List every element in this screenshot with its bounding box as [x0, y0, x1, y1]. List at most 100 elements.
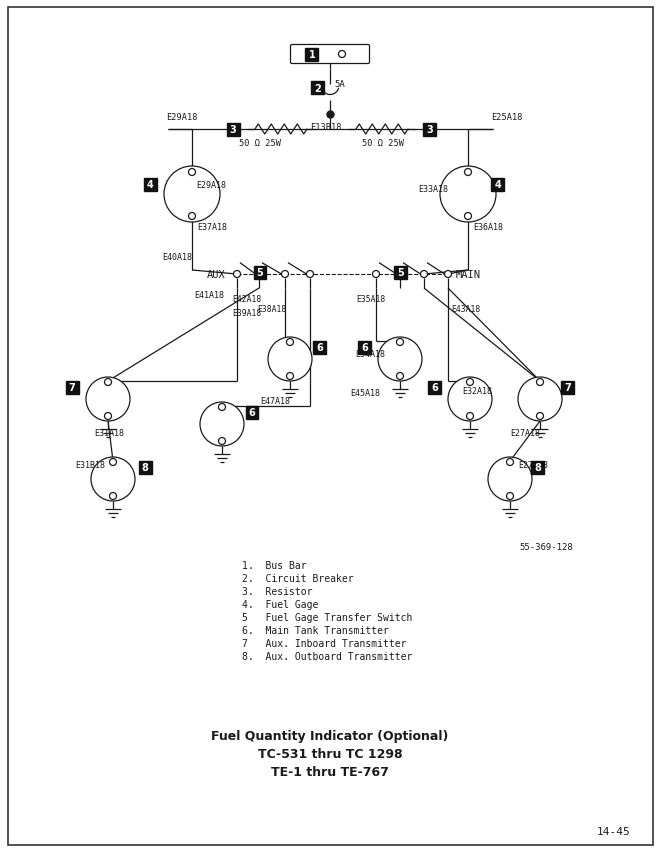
Text: E31B18: E31B18 [75, 461, 105, 470]
Text: E33A18: E33A18 [418, 185, 448, 194]
Circle shape [467, 413, 473, 420]
Text: E37A18: E37A18 [197, 223, 227, 232]
Circle shape [233, 271, 241, 278]
Circle shape [86, 378, 130, 421]
Circle shape [338, 51, 346, 59]
Circle shape [282, 271, 288, 278]
Circle shape [518, 378, 562, 421]
Circle shape [110, 459, 116, 466]
Text: TC-531 thru TC 1298: TC-531 thru TC 1298 [258, 747, 403, 761]
FancyBboxPatch shape [492, 178, 504, 191]
FancyBboxPatch shape [428, 381, 442, 394]
FancyBboxPatch shape [143, 178, 157, 191]
Text: 6: 6 [249, 408, 255, 417]
FancyBboxPatch shape [245, 406, 258, 419]
Text: 4: 4 [494, 180, 502, 189]
Circle shape [188, 213, 196, 220]
Circle shape [440, 167, 496, 223]
Text: E34A18: E34A18 [355, 350, 385, 359]
Text: 6: 6 [432, 382, 438, 392]
FancyBboxPatch shape [531, 461, 545, 474]
Text: 5: 5 [256, 268, 263, 278]
Text: 2: 2 [315, 84, 321, 93]
Text: 6.  Main Tank Transmitter: 6. Main Tank Transmitter [242, 625, 389, 635]
Circle shape [467, 379, 473, 386]
FancyBboxPatch shape [358, 341, 371, 354]
Text: E42A18: E42A18 [232, 294, 261, 303]
Text: E25A18: E25A18 [491, 113, 522, 122]
Circle shape [188, 169, 196, 177]
Text: 4.  Fuel Gage: 4. Fuel Gage [242, 600, 319, 609]
Text: 6: 6 [317, 343, 323, 352]
Text: E13B18: E13B18 [310, 122, 342, 131]
Circle shape [506, 493, 514, 500]
Circle shape [420, 271, 428, 278]
Text: E29A18: E29A18 [196, 180, 226, 189]
FancyBboxPatch shape [313, 341, 327, 354]
Circle shape [397, 271, 403, 278]
Circle shape [110, 493, 116, 500]
Circle shape [286, 339, 293, 346]
Text: E41A18: E41A18 [194, 290, 224, 299]
Text: AUX: AUX [207, 270, 226, 280]
Circle shape [465, 169, 471, 177]
Text: E31A18: E31A18 [94, 429, 124, 438]
Text: 2.  Circuit Breaker: 2. Circuit Breaker [242, 573, 354, 583]
Circle shape [397, 373, 403, 380]
Text: 5: 5 [398, 268, 405, 278]
Text: 5   Fuel Gage Transfer Switch: 5 Fuel Gage Transfer Switch [242, 612, 412, 623]
Text: 50 Ω 25W: 50 Ω 25W [239, 139, 281, 148]
Text: 3.  Resistor: 3. Resistor [242, 586, 313, 596]
Circle shape [91, 457, 135, 502]
Text: TE-1 thru TE-767: TE-1 thru TE-767 [271, 766, 389, 779]
Circle shape [268, 338, 312, 381]
Text: E45A18: E45A18 [350, 389, 380, 398]
Circle shape [307, 271, 313, 278]
Text: 7: 7 [69, 382, 75, 392]
Text: MAIN: MAIN [456, 270, 481, 280]
FancyBboxPatch shape [65, 381, 79, 394]
Text: 8.  Aux. Outboard Transmitter: 8. Aux. Outboard Transmitter [242, 651, 412, 661]
Circle shape [104, 413, 112, 420]
FancyBboxPatch shape [561, 381, 574, 394]
FancyBboxPatch shape [424, 124, 436, 136]
Circle shape [506, 459, 514, 466]
Text: 5A: 5A [334, 80, 345, 89]
Text: 14-45: 14-45 [596, 826, 630, 836]
Circle shape [444, 271, 451, 278]
Text: 8: 8 [535, 462, 541, 473]
Text: E43A18: E43A18 [451, 305, 481, 313]
Circle shape [397, 339, 403, 346]
FancyBboxPatch shape [395, 266, 407, 279]
Circle shape [537, 413, 543, 420]
Circle shape [465, 213, 471, 220]
Text: E32A18: E32A18 [462, 387, 492, 396]
Text: 4: 4 [147, 180, 153, 189]
Circle shape [378, 338, 422, 381]
Circle shape [200, 403, 244, 446]
Circle shape [164, 167, 220, 223]
Text: 3: 3 [229, 125, 237, 135]
FancyBboxPatch shape [254, 266, 266, 279]
Circle shape [286, 373, 293, 380]
Text: E35A18: E35A18 [356, 294, 385, 303]
FancyBboxPatch shape [290, 45, 369, 65]
Text: 1.  Bus Bar: 1. Bus Bar [242, 560, 307, 571]
Text: E29A18: E29A18 [166, 113, 198, 122]
Text: E36A18: E36A18 [473, 223, 503, 232]
Text: 8: 8 [141, 462, 149, 473]
FancyBboxPatch shape [305, 49, 319, 61]
FancyBboxPatch shape [311, 82, 325, 95]
Circle shape [219, 438, 225, 445]
Circle shape [448, 378, 492, 421]
Circle shape [488, 457, 532, 502]
FancyBboxPatch shape [139, 461, 151, 474]
Text: E38A18: E38A18 [257, 305, 286, 313]
Circle shape [104, 379, 112, 386]
Text: E47A18: E47A18 [260, 397, 290, 406]
Text: 7: 7 [564, 382, 571, 392]
Text: 50 Ω 25W: 50 Ω 25W [362, 139, 404, 148]
Circle shape [219, 404, 225, 411]
Text: E27B18: E27B18 [518, 461, 548, 470]
Circle shape [373, 271, 379, 278]
